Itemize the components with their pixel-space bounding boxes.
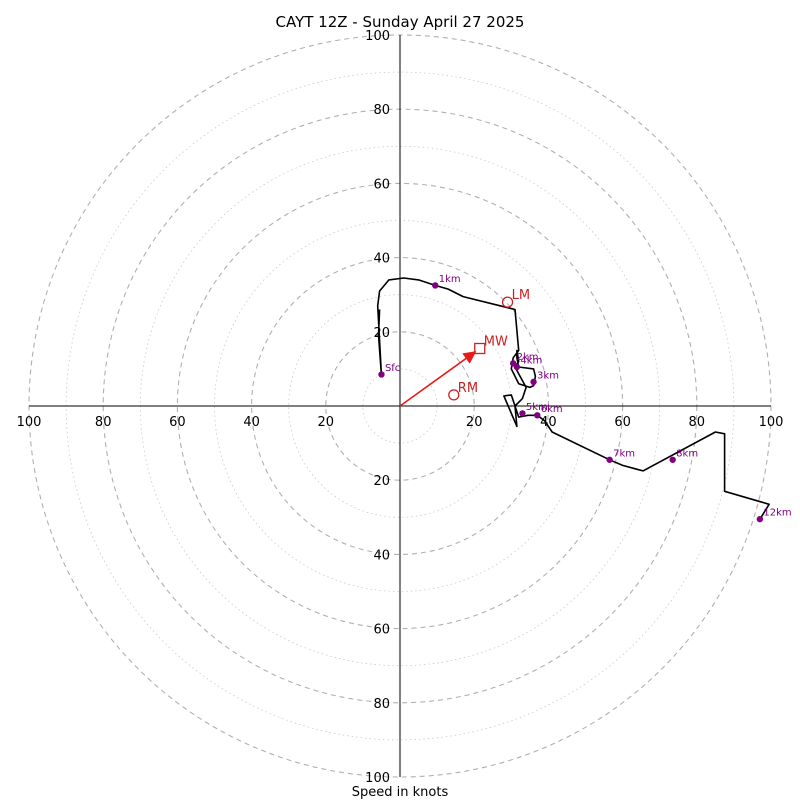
y-tick-label: 20 (373, 474, 390, 489)
y-tick-label: 40 (373, 548, 390, 563)
height-point-dot (378, 371, 385, 378)
mean-wind-marker (474, 342, 486, 355)
height-point-label: 2km (517, 352, 539, 363)
y-tick-label: 80 (373, 697, 390, 712)
height-point-dot (756, 515, 764, 523)
x-tick-label: 100 (759, 415, 784, 430)
x-tick-label: 60 (169, 415, 186, 430)
x-tick-label: 60 (614, 415, 631, 430)
storm-motion-markers: LM MW RM (448, 288, 530, 401)
height-point-label: 1km (439, 274, 461, 285)
height-point-label: 7km (613, 448, 635, 459)
y-tick-label: 80 (373, 103, 390, 118)
x-tick-label: 100 (17, 415, 42, 430)
height-point-label: 3km (537, 370, 559, 381)
x-axis-label: Speed in knots (352, 785, 449, 800)
tick-labels: 100 80 60 40 20 20 40 60 80 100 100 80 60 40 20 20 40 60 8… (17, 29, 784, 786)
y-tick-label: 40 (373, 252, 390, 267)
mean-wind-vector (399, 351, 477, 407)
height-point-dot (513, 363, 521, 371)
height-point-label: Sfc (385, 363, 400, 374)
storm-motion-label: MW (484, 334, 508, 349)
y-tick-label: 60 (373, 623, 390, 638)
height-point-label: 6km (541, 404, 563, 415)
x-tick-label: 40 (243, 415, 260, 430)
height-point-label: 5km (526, 402, 548, 413)
storm-motion-label: LM (512, 288, 530, 303)
x-tick-label: 80 (95, 415, 112, 430)
mean-wind-arrow (399, 351, 477, 407)
hodograph-line (376, 277, 770, 520)
height-point-label: 12km (763, 508, 791, 519)
height-point-dot (606, 456, 613, 463)
height-point-dot (530, 378, 537, 386)
left-mover-marker (501, 296, 514, 308)
height-point-dot (432, 282, 439, 289)
height-point-dot (534, 412, 541, 419)
y-tick-label: 20 (373, 326, 390, 341)
x-tick-label: 80 (689, 415, 706, 430)
height-point-label: 4km (520, 356, 542, 367)
right-mover-marker (448, 389, 460, 401)
height-point-label: 8km (676, 448, 698, 459)
chart-title: CAYT 12Z - Sunday April 27 2025 (276, 13, 525, 31)
height-point-dot (669, 456, 676, 463)
x-tick-label: 20 (318, 415, 335, 430)
x-tick-label: 20 (466, 415, 483, 430)
storm-motion-label: RM (458, 381, 478, 396)
hodograph-trace (376, 277, 770, 520)
y-tick-label: 60 (373, 177, 390, 192)
y-tick-label: 100 (365, 771, 390, 786)
height-point-dot (519, 410, 526, 417)
y-tick-label: 100 (365, 29, 390, 44)
x-tick-label: 40 (540, 415, 557, 430)
